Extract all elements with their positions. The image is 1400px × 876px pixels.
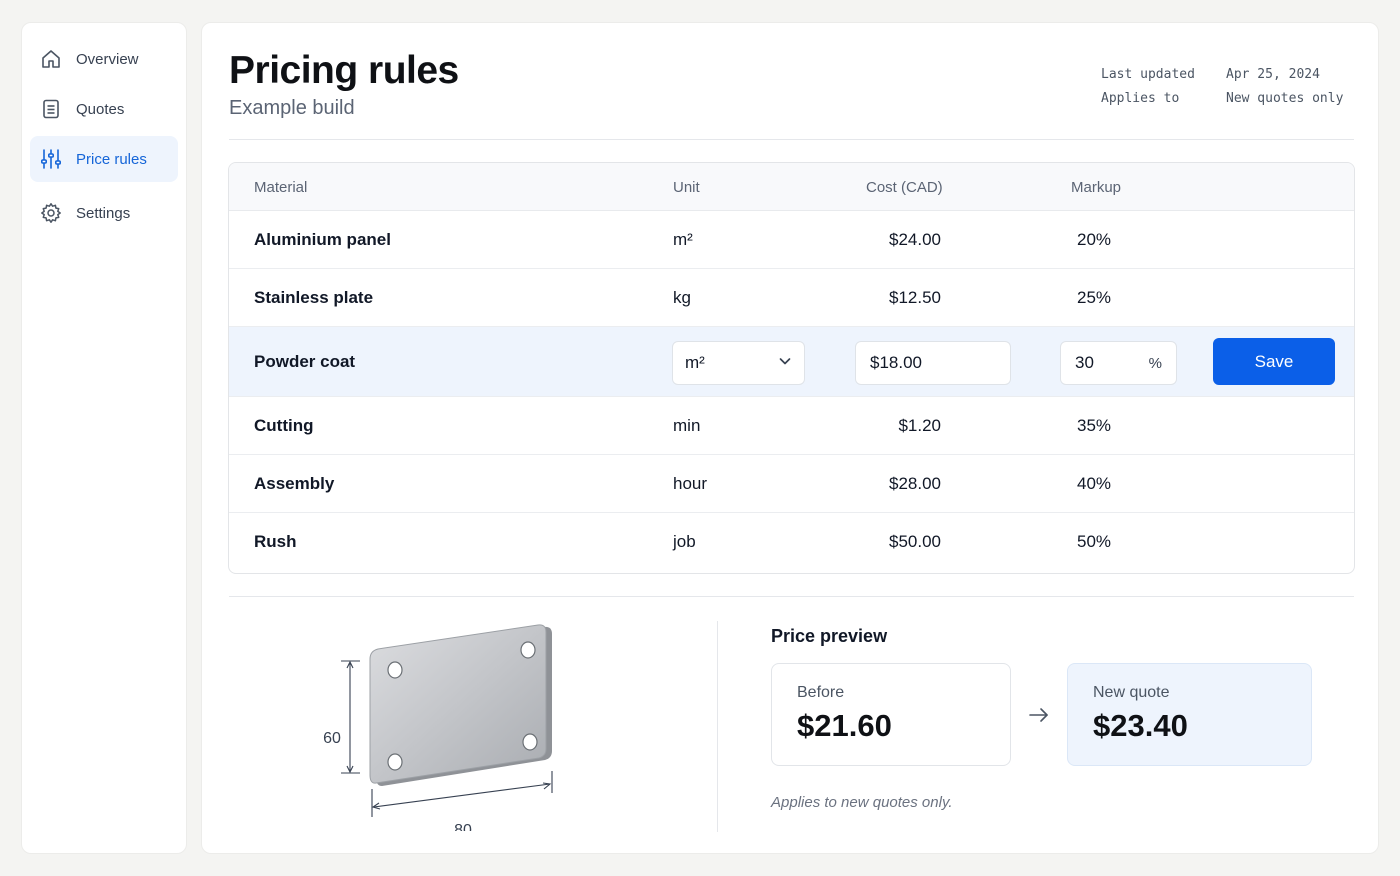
cell-material: Cutting xyxy=(254,416,314,435)
gear-icon xyxy=(40,202,62,224)
cell-material: Stainless plate xyxy=(254,288,374,307)
sidebar-item-label: Overview xyxy=(76,50,139,68)
column-header-material: Material xyxy=(254,179,308,196)
cell-material: Rush xyxy=(254,532,297,551)
cell-cost: $24.00 xyxy=(889,230,941,249)
sidebar-item-label: Quotes xyxy=(76,100,125,118)
page-title: Pricing rules xyxy=(229,49,459,92)
cell-material: Assembly xyxy=(254,474,335,493)
page-subtitle: Example build xyxy=(229,97,355,119)
meta-value: New quotes only xyxy=(1226,91,1344,106)
chevron-down-icon xyxy=(778,353,792,373)
table-row[interactable]: Aluminium panel m² $24.00 20% xyxy=(229,211,1354,269)
price-new-value: $23.40 xyxy=(1093,708,1188,743)
table-header: Material Unit Cost (CAD) Markup xyxy=(229,163,1354,211)
meta-value: Apr 25, 2024 xyxy=(1226,67,1320,82)
percent-symbol: % xyxy=(1148,354,1162,372)
cost-input[interactable] xyxy=(855,341,1011,385)
save-button[interactable]: Save xyxy=(1213,338,1335,385)
meta-label: Last updated xyxy=(1101,67,1195,82)
document-icon xyxy=(40,98,62,120)
table-row-editing: Powder coat m² % Save xyxy=(229,327,1354,397)
cell-cost: $50.00 xyxy=(889,532,941,551)
sliders-icon xyxy=(40,148,62,170)
sidebar-item-settings[interactable]: Settings xyxy=(30,190,178,236)
price-before-value: $21.60 xyxy=(797,708,892,743)
sidebar-item-label: Settings xyxy=(76,204,131,222)
height-dimension-label: 60 xyxy=(323,730,341,747)
table-row[interactable]: Stainless plate kg $12.50 25% xyxy=(229,269,1354,327)
main-panel: Pricing rules Example build Last updated… xyxy=(201,22,1379,854)
cell-material: Aluminium panel xyxy=(254,230,391,249)
pricing-table: Material Unit Cost (CAD) Markup Aluminiu… xyxy=(228,162,1355,574)
cell-cost: $12.50 xyxy=(889,288,941,307)
price-before-label: Before xyxy=(797,684,845,701)
cell-markup: 40% xyxy=(1077,474,1112,493)
divider xyxy=(229,596,1354,597)
meta-row-applies-to: Applies to New quotes only xyxy=(1101,87,1343,111)
price-before-card: Before $21.60 xyxy=(771,663,1011,766)
cell-material: Powder coat xyxy=(254,352,356,371)
sidebar: Overview Quotes Price rules Settings xyxy=(21,22,187,854)
column-header-unit: Unit xyxy=(673,179,700,196)
column-header-cost: Cost (CAD) xyxy=(866,179,943,196)
cell-markup: 35% xyxy=(1077,416,1112,435)
cell-markup: 25% xyxy=(1077,288,1112,307)
sidebar-item-quotes[interactable]: Quotes xyxy=(30,86,178,132)
cell-markup: 50% xyxy=(1077,532,1112,551)
meta-info: Last updated Apr 25, 2024 Applies to New… xyxy=(1101,63,1343,111)
cell-unit: min xyxy=(673,416,701,435)
table-row[interactable]: Rush job $50.00 50% xyxy=(229,513,1354,571)
sidebar-item-label: Price rules xyxy=(76,150,147,168)
cell-unit: m² xyxy=(673,230,693,249)
markup-field[interactable]: % xyxy=(1060,341,1177,385)
home-icon xyxy=(40,48,62,70)
price-new-card: New quote $23.40 xyxy=(1067,663,1312,766)
unit-select-value: m² xyxy=(685,353,705,372)
table-row[interactable]: Cutting min $1.20 35% xyxy=(229,397,1354,455)
price-preview-title: Price preview xyxy=(771,626,888,646)
dimension-lines xyxy=(341,660,553,817)
sidebar-item-price-rules[interactable]: Price rules xyxy=(30,136,178,182)
table-row[interactable]: Assembly hour $28.00 40% xyxy=(229,455,1354,513)
cell-markup: 20% xyxy=(1077,230,1112,249)
vertical-divider xyxy=(717,621,718,832)
markup-input[interactable] xyxy=(1075,353,1125,373)
divider xyxy=(229,139,1354,140)
cell-unit: hour xyxy=(673,474,708,493)
cell-unit: job xyxy=(673,532,696,551)
arrow-right-icon xyxy=(1027,703,1051,732)
plate-shape xyxy=(369,624,552,786)
cell-unit: kg xyxy=(673,288,691,307)
part-drawing: 60 80 xyxy=(323,624,553,831)
cell-cost: $1.20 xyxy=(898,416,941,435)
meta-label: Applies to xyxy=(1101,91,1180,106)
column-header-markup: Markup xyxy=(1071,179,1122,196)
width-dimension-label: 80 xyxy=(454,822,472,831)
unit-select[interactable]: m² xyxy=(672,341,805,385)
preview-note: Applies to new quotes only. xyxy=(771,794,953,811)
sidebar-item-overview[interactable]: Overview xyxy=(30,36,178,82)
price-new-label: New quote xyxy=(1093,684,1170,701)
cell-cost: $28.00 xyxy=(889,474,941,493)
meta-row-last-updated: Last updated Apr 25, 2024 xyxy=(1101,63,1343,87)
